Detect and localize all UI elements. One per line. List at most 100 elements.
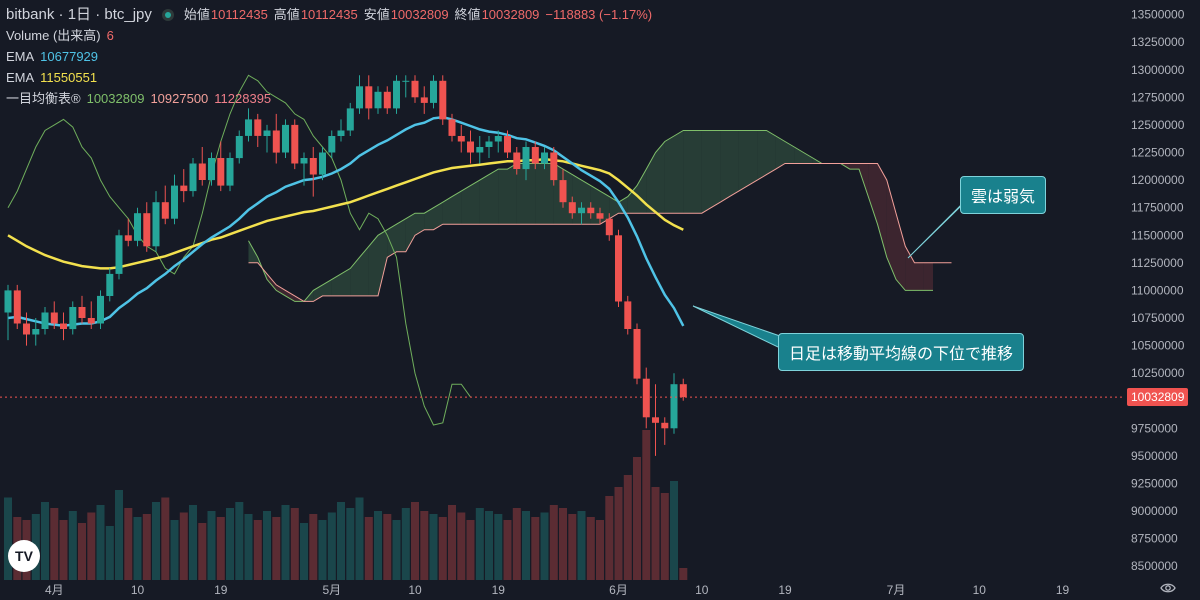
volume-bar — [466, 520, 475, 580]
change-value: −118883 (−1.17%) — [545, 7, 653, 22]
cloud-segment — [396, 218, 406, 252]
candle-body — [402, 80, 410, 82]
candle — [485, 136, 493, 158]
volume-row[interactable]: Volume (出来高) 6 — [6, 25, 652, 46]
volume-bar — [253, 520, 262, 580]
high-label: 高値 — [273, 7, 300, 22]
cloud-segment — [461, 185, 471, 225]
candle — [615, 229, 622, 307]
candle — [679, 378, 687, 401]
candle-body — [448, 119, 456, 136]
volume-bar — [124, 508, 133, 580]
cloud-segment — [452, 191, 462, 225]
volume-bar — [679, 568, 688, 580]
candle-body — [513, 152, 521, 169]
candle — [365, 75, 373, 120]
ema-slow-row[interactable]: EMA 11550551 — [6, 67, 652, 88]
cloud-segment — [896, 213, 906, 291]
candle — [559, 169, 567, 208]
volume-bar — [309, 514, 318, 580]
tradingview-logo-icon[interactable]: TV — [8, 540, 40, 572]
candle — [134, 207, 141, 247]
volume-bar — [568, 514, 577, 580]
volume-bar — [272, 517, 281, 580]
time-axis-tick-label: 4月 — [45, 583, 64, 597]
candle-body — [263, 130, 271, 136]
candle — [522, 141, 530, 181]
candle — [393, 75, 400, 114]
time-axis-tick-label: 10 — [131, 583, 145, 597]
price-axis[interactable]: 13500000 13250000 13000000 12750000 12500000… — [1131, 8, 1185, 574]
candle-body — [143, 213, 151, 247]
candle-body — [652, 417, 659, 423]
volume-bar — [50, 508, 59, 580]
volume-bar — [485, 511, 493, 580]
candle — [106, 268, 114, 302]
cloud-bearish-callout: 雲は弱気 — [960, 176, 1047, 214]
cloud-segment — [923, 262, 933, 291]
volume-bar — [494, 514, 503, 580]
cloud-segment — [526, 163, 536, 225]
candle-body — [476, 147, 484, 153]
price-axis-tick-label: 11750000 — [1131, 201, 1184, 215]
ichimoku-row[interactable]: 一目均衡表® 10032809 10927500 11228395 — [6, 88, 652, 109]
candle — [642, 367, 650, 429]
candle-body — [319, 152, 326, 175]
candle — [69, 301, 77, 335]
price-axis-tick-label: 11500000 — [1131, 228, 1184, 242]
volume-bar — [281, 505, 290, 580]
candle-body — [374, 91, 382, 109]
price-axis-tick-label: 10250000 — [1131, 366, 1185, 380]
cloud-segment — [905, 246, 915, 291]
cloud-segment — [748, 130, 758, 186]
eye-settings-icon[interactable] — [1160, 580, 1176, 596]
candle — [356, 75, 363, 114]
candle — [448, 113, 456, 142]
symbol-title[interactable]: bitbank · 1日 · btc_jpy — [6, 6, 152, 23]
candle-body — [587, 207, 595, 214]
cloud-segment — [535, 163, 545, 225]
candle-body — [661, 422, 669, 429]
cloud-segment — [359, 246, 369, 296]
volume-bar — [216, 517, 225, 580]
cloud-segment — [424, 207, 434, 230]
time-axis[interactable]: 4月 10 19 5月 10 19 6月 10 19 7月 10 19 — [45, 583, 1070, 597]
volume-bar — [105, 526, 114, 580]
candle — [152, 191, 160, 252]
price-axis-tick-label: 12000000 — [1131, 173, 1185, 187]
volume-bar — [670, 481, 678, 580]
candle — [541, 147, 548, 170]
high-value: 10112435 — [300, 7, 358, 22]
candle — [605, 213, 613, 241]
volume-bar — [633, 457, 641, 580]
candle-body — [235, 136, 243, 159]
candle-body — [624, 301, 632, 329]
volume-bar — [327, 512, 336, 580]
price-axis-tick-label: 13250000 — [1131, 35, 1185, 49]
cloud-segment — [516, 163, 526, 225]
candle-body — [346, 108, 354, 131]
candle — [78, 295, 86, 324]
candle-body — [615, 235, 622, 302]
cloud-segment — [775, 136, 785, 170]
volume-bar — [503, 520, 512, 580]
volume-bar — [355, 497, 364, 580]
candle — [245, 108, 252, 142]
candle — [282, 119, 289, 158]
candle — [633, 323, 641, 385]
cloud-segment — [331, 273, 341, 296]
cloud-segment — [655, 141, 665, 214]
cloud-segment — [405, 213, 415, 252]
cloud-segment — [581, 180, 591, 225]
candle-body — [300, 158, 308, 164]
candle-body — [78, 307, 86, 318]
volume-bar — [392, 520, 401, 580]
price-axis-tick-label: 9250000 — [1131, 477, 1178, 491]
candle — [374, 86, 382, 114]
ema-fast-label: EMA — [6, 49, 35, 64]
ema-fast-row[interactable]: EMA 10677929 — [6, 46, 652, 67]
below-ma-text: 日足は移動平均線の下位で推移 — [789, 346, 1014, 363]
candle-body — [50, 312, 58, 324]
cloud-segment — [378, 229, 388, 296]
